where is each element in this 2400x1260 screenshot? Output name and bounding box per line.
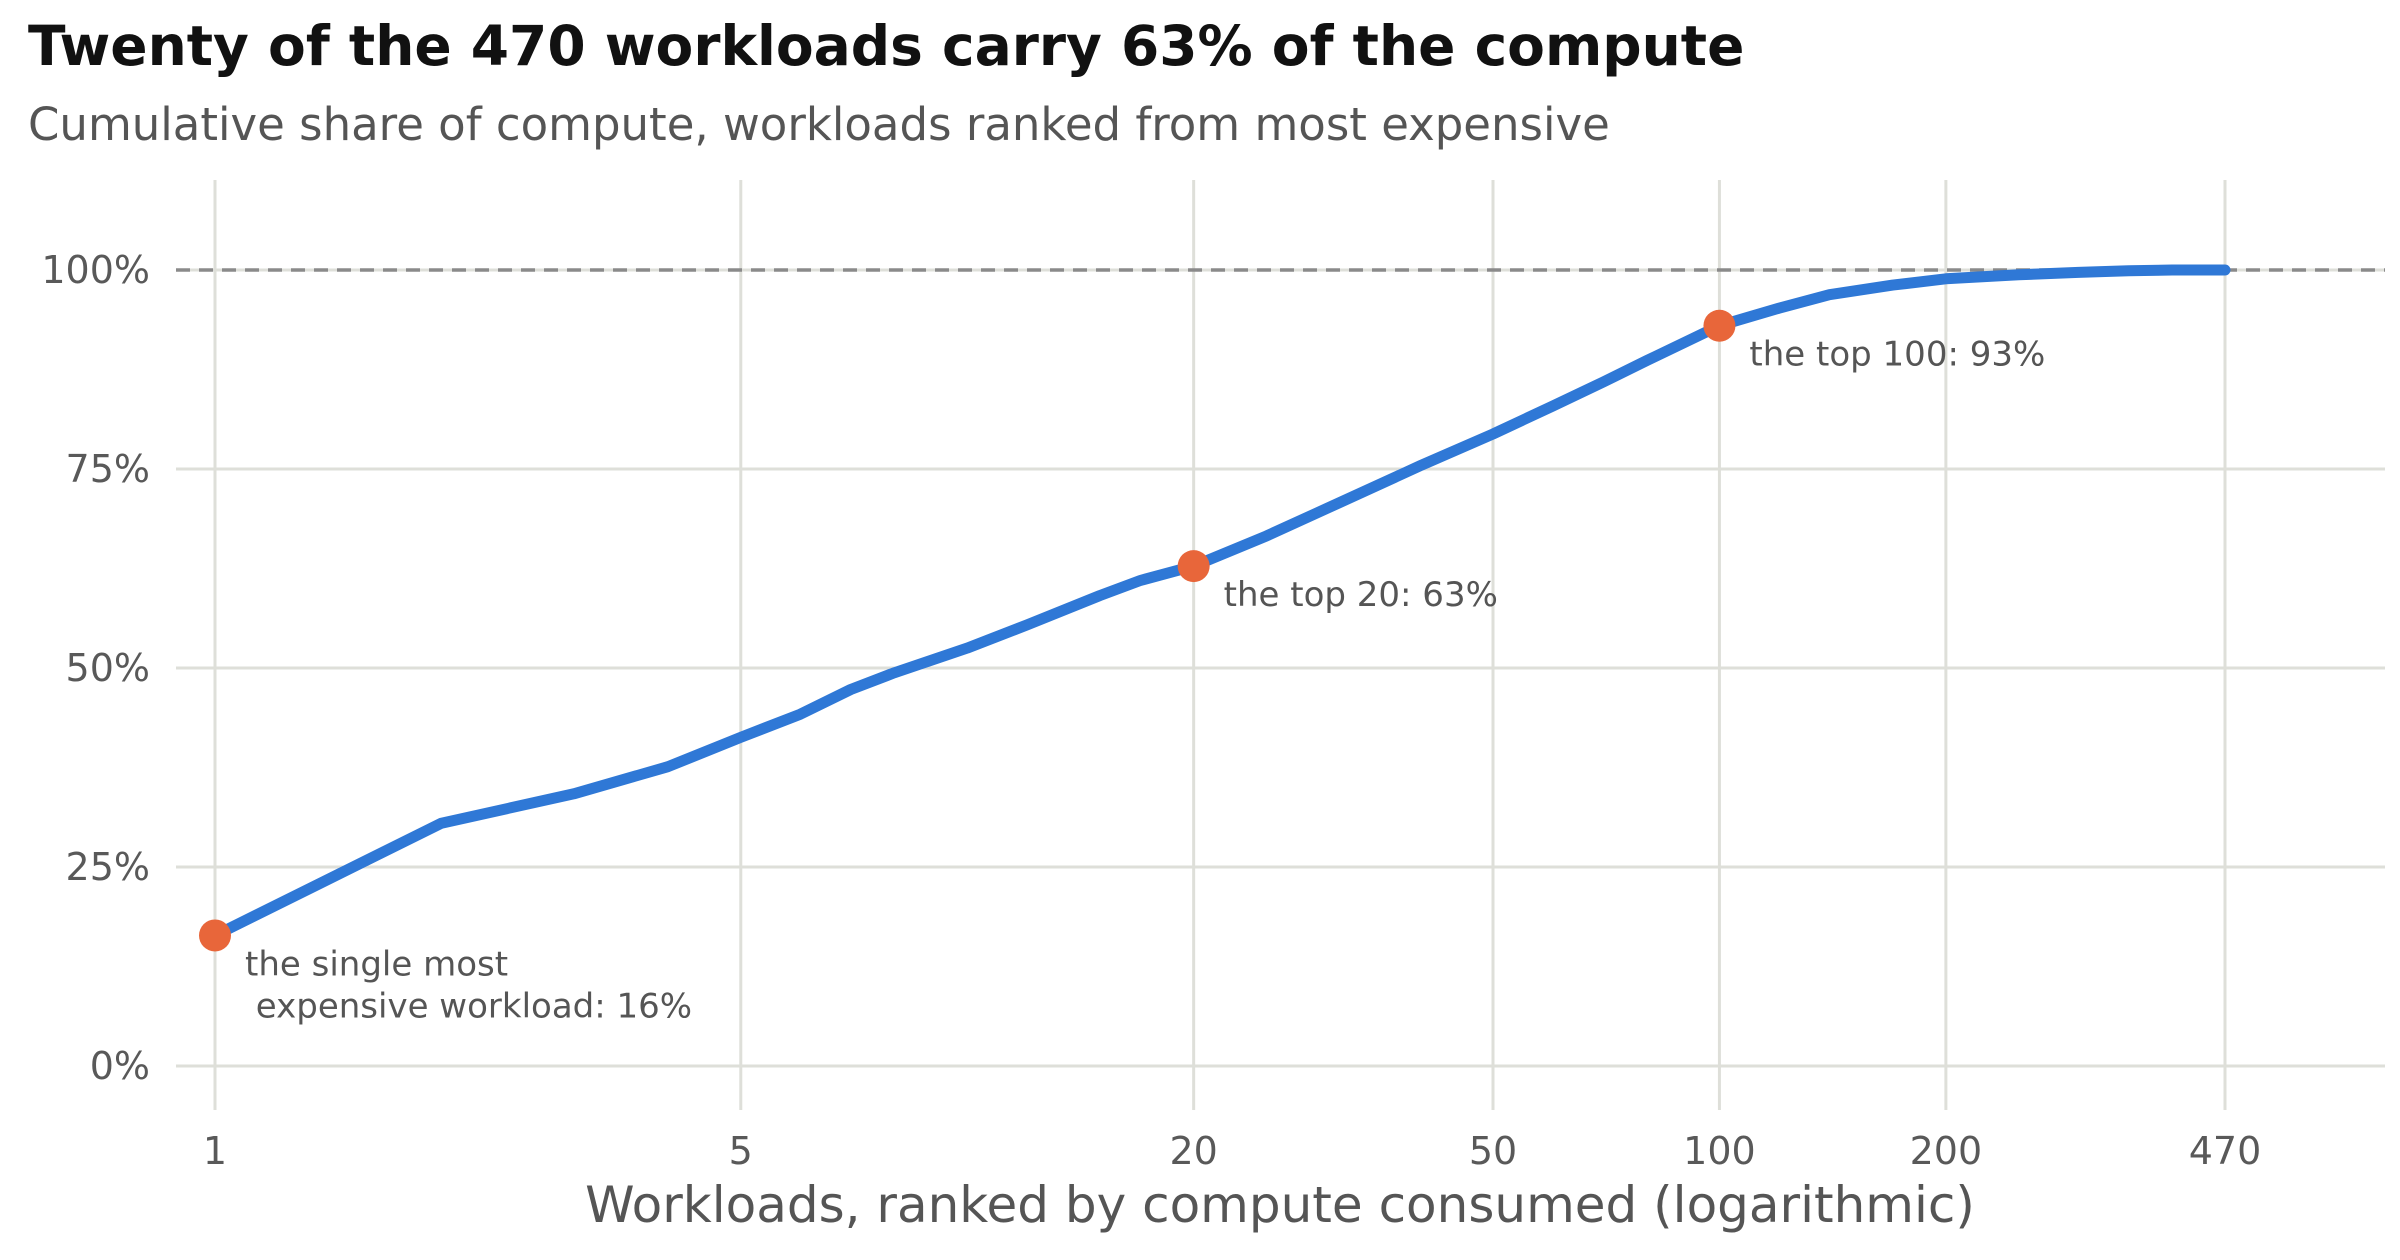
x-tick-label: 470: [2189, 1129, 2262, 1173]
y-tick-label: 25%: [66, 845, 150, 889]
marker-layer: [199, 309, 1736, 952]
y-tick-label: 100%: [41, 248, 150, 292]
x-tick-label: 1: [203, 1129, 227, 1173]
x-tick-label: 20: [1169, 1129, 1217, 1173]
y-tick-label: 0%: [90, 1044, 150, 1088]
annotation-marker: [1177, 550, 1210, 583]
chart-subtitle: Cumulative share of compute, workloads r…: [28, 98, 1610, 151]
annotation-label: the top 20: 63%: [1224, 575, 1498, 615]
annotation-label-line: the top 100: 93%: [1749, 335, 2045, 375]
annotation-label: the single most expensive workload: 16%: [245, 944, 692, 1026]
chart-title: Twenty of the 470 workloads carry 63% of…: [28, 14, 1745, 78]
annotation-marker: [1703, 309, 1736, 342]
cumulative-share-line: [209, 264, 2231, 941]
annotation-layer: the single most expensive workload: 16%t…: [245, 335, 2045, 1027]
y-tick-label: 75%: [66, 447, 150, 491]
x-tick-label: 200: [1910, 1129, 1983, 1173]
x-axis-title: Workloads, ranked by compute consumed (l…: [585, 1176, 1975, 1234]
series-layer: [209, 264, 2231, 941]
annotation-marker: [199, 919, 231, 952]
x-gridlines: [213, 180, 2227, 1110]
y-tick-label: 50%: [66, 646, 150, 690]
x-tick-label: 50: [1469, 1129, 1517, 1173]
annotation-label: the top 100: 93%: [1749, 335, 2045, 375]
annotation-label-line: the top 20: 63%: [1224, 575, 1498, 615]
annotation-label-line: expensive workload: 16%: [245, 986, 692, 1026]
annotation-label-line: the single most: [245, 944, 508, 984]
y-tick-labels: 0% 25% 50% 75% 100%: [41, 248, 150, 1088]
x-tick-label: 100: [1683, 1129, 1756, 1173]
x-tick-labels: 1 5 20 50 100 200 470: [203, 1129, 2261, 1173]
x-tick-label: 5: [729, 1129, 753, 1173]
